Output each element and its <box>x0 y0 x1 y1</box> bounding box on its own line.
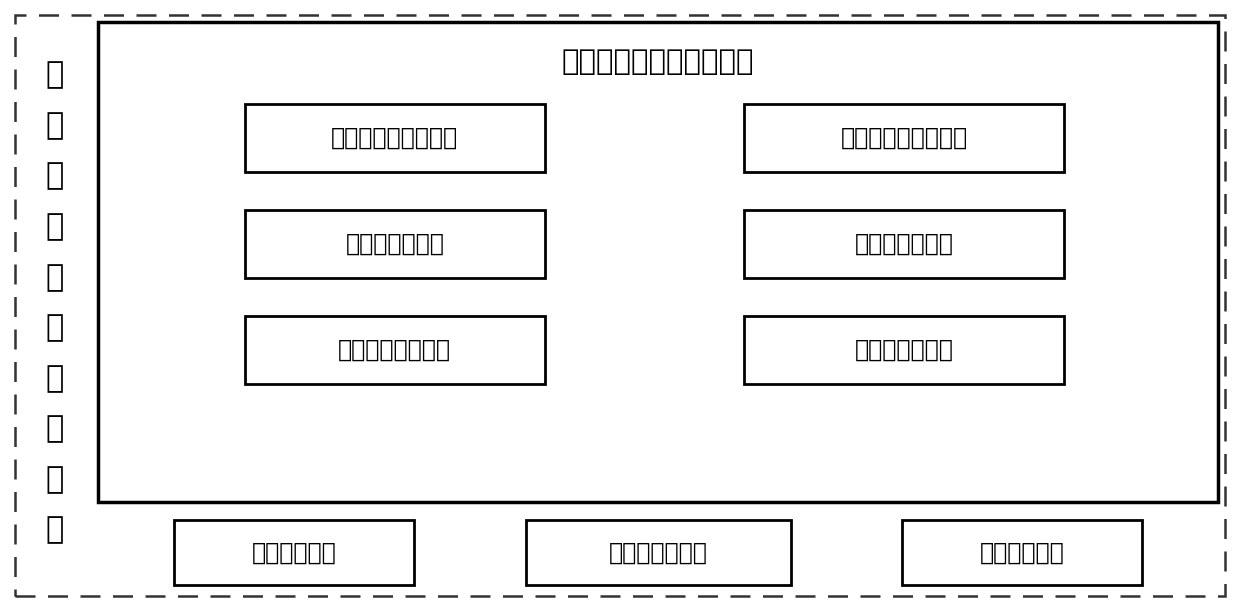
Text: 的: 的 <box>46 212 64 241</box>
Text: 胃早癌识别模型构建模块: 胃早癌识别模型构建模块 <box>562 48 754 76</box>
Bar <box>98 22 1218 502</box>
Text: 统: 统 <box>46 516 64 544</box>
Text: 断: 断 <box>46 414 64 444</box>
Bar <box>744 104 1064 172</box>
Bar <box>744 210 1064 278</box>
Text: 胃: 胃 <box>46 60 64 89</box>
Bar <box>744 316 1064 384</box>
Text: 模型架构确定子模块: 模型架构确定子模块 <box>841 126 968 150</box>
Text: 逻辑判断模块: 逻辑判断模块 <box>980 541 1064 565</box>
Bar <box>526 520 791 585</box>
Text: 胃早癌识别模块: 胃早癌识别模块 <box>609 541 708 565</box>
Text: 模型优化子模块: 模型优化子模块 <box>854 338 954 362</box>
Text: 癌: 癌 <box>46 162 64 191</box>
Text: 训练图像获取子模块: 训练图像获取子模块 <box>331 126 459 150</box>
Bar <box>244 104 544 172</box>
Bar <box>174 520 414 585</box>
Text: 图像标注子模块: 图像标注子模块 <box>346 232 444 256</box>
Text: 图像获取模块: 图像获取模块 <box>252 541 336 565</box>
Bar <box>244 210 544 278</box>
Text: 图像预处理子模块: 图像预处理子模块 <box>339 338 451 362</box>
Text: 诊: 诊 <box>46 364 64 393</box>
Text: 助: 助 <box>46 313 64 342</box>
Text: 早: 早 <box>46 111 64 140</box>
Bar <box>901 520 1142 585</box>
Text: 辅: 辅 <box>46 263 64 291</box>
Text: 系: 系 <box>46 465 64 494</box>
Text: 模型训练子模块: 模型训练子模块 <box>854 232 954 256</box>
Bar <box>244 316 544 384</box>
